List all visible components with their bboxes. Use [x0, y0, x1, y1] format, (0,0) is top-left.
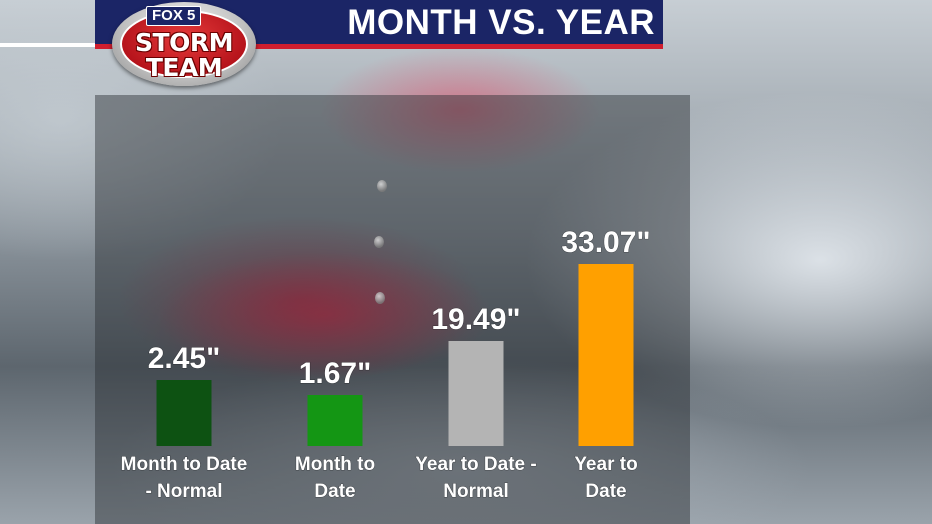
bar-4 — [578, 264, 634, 446]
data-label-2: 1.67" — [299, 357, 372, 390]
category-label-3-2: Normal — [443, 481, 508, 502]
raindrop-icon — [374, 236, 384, 248]
category-label-4-1: Year to — [574, 454, 637, 475]
bar-1 — [156, 380, 212, 446]
storm-team-logo: FOX 5 STORM TEAM — [112, 2, 256, 86]
category-label-1-1: Month to Date — [121, 454, 248, 475]
raindrop-icon — [375, 292, 385, 304]
bar-3 — [448, 341, 504, 446]
category-label-3-1: Year to Date - — [415, 454, 536, 475]
category-label-1-2: - Normal — [145, 481, 222, 502]
data-label-3: 19.49" — [431, 303, 520, 336]
category-label-4-2: Date — [585, 481, 626, 502]
bar-2 — [307, 395, 363, 446]
raindrop-icon — [377, 180, 387, 192]
logo-fox-text: FOX 5 — [146, 6, 202, 26]
header-rule — [0, 43, 130, 47]
category-label-2-2: Date — [314, 481, 355, 502]
data-label-1: 2.45" — [148, 342, 221, 375]
logo-team-text: TEAM — [145, 53, 223, 82]
data-label-4: 33.07" — [561, 226, 650, 259]
category-label-2-1: Month to — [295, 454, 375, 475]
logo-storm-text: STORM — [135, 28, 233, 57]
page-title: MONTH VS. YEAR — [347, 3, 655, 42]
